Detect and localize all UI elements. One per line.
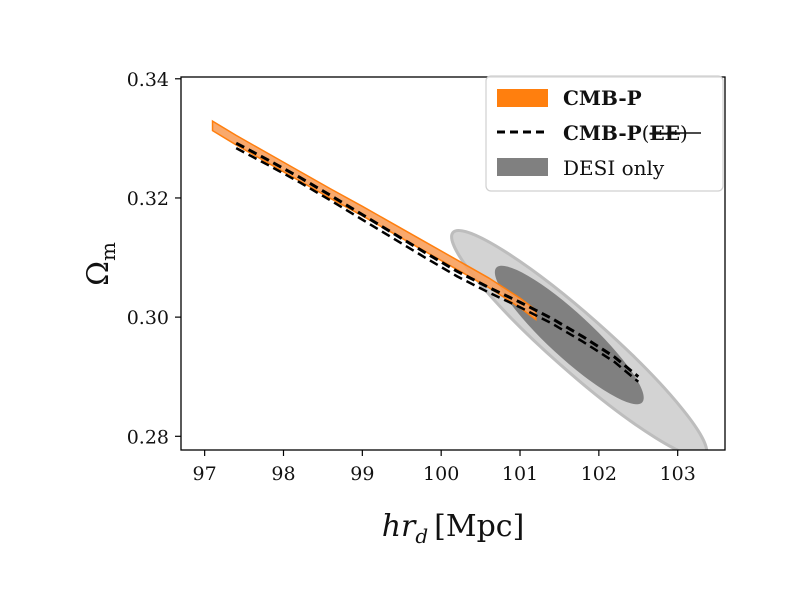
x-tick-label: 97 (193, 463, 217, 485)
x-tick-label: 98 (271, 463, 295, 485)
legend-swatch-cmb-p (497, 89, 548, 107)
cmb-p-ee-line-a (235, 141, 640, 378)
axes-frame (180, 76, 726, 451)
y-tick-label: 0.30 (127, 307, 169, 329)
plot-clip-group (211, 119, 709, 450)
x-tick-label: 99 (350, 463, 374, 485)
x-tick-label: 100 (423, 463, 459, 485)
legend-swatch-desi (497, 158, 548, 176)
legend-label-desi: DESI only (563, 156, 665, 180)
x-tick-label: 102 (581, 463, 617, 485)
x-tick-label: 101 (502, 463, 538, 485)
axes: 97 98 99 100 101 102 103 0.28 0.30 0.32 0.34 (127, 69, 726, 485)
y-tick-label: 0.28 (127, 426, 169, 448)
legend-label-cmb-p: CMB-P (563, 86, 642, 110)
legend: CMB-P CMB-P(EE) DESI only (485, 75, 724, 192)
x-tick-label: 103 (660, 463, 696, 485)
plot-area (211, 119, 709, 450)
y-tick-label: 0.32 (127, 188, 169, 210)
cmb-p-ee-line-b (235, 147, 640, 383)
y-tick-label: 0.34 (127, 69, 169, 91)
x-axis-label: hrd [Mpc] (382, 509, 525, 548)
y-axis-label: Ωm (81, 242, 120, 286)
